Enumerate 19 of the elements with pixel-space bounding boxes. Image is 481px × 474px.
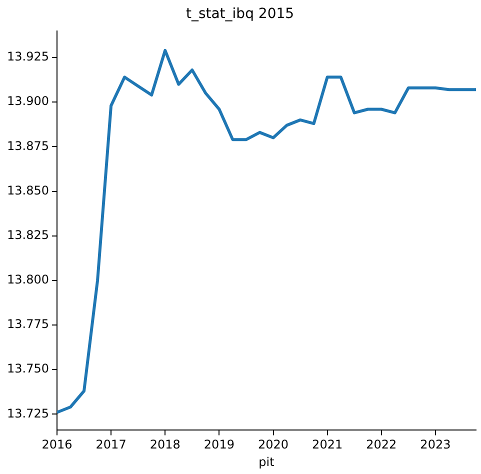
x-tick-label: 2016 — [42, 438, 72, 452]
x-axis-title: pit — [258, 454, 275, 469]
y-tick-label: 13.775 — [6, 317, 49, 332]
y-tick-label: 13.750 — [6, 362, 49, 376]
y-tick-label: 13.875 — [6, 138, 49, 153]
x-tick-label: 2018 — [150, 438, 180, 452]
x-tick-label: 2021 — [312, 438, 343, 452]
y-tick-label: 13.900 — [6, 94, 49, 108]
y-tick-label: 13.800 — [6, 272, 49, 287]
x-tick-label: 2023 — [420, 438, 451, 452]
x-tick-label: 2019 — [204, 438, 234, 452]
y-tick-label: 13.825 — [6, 228, 49, 242]
y-tick-label: 13.925 — [6, 50, 49, 64]
chart-title: t_stat_ibq 2015 — [186, 6, 294, 22]
y-tick-label: 13.850 — [6, 183, 49, 198]
x-tick-label: 2017 — [96, 438, 126, 452]
x-tick-label: 2020 — [258, 438, 289, 452]
x-tick-label: 2022 — [366, 438, 397, 452]
y-tick-label: 13.725 — [6, 406, 49, 420]
